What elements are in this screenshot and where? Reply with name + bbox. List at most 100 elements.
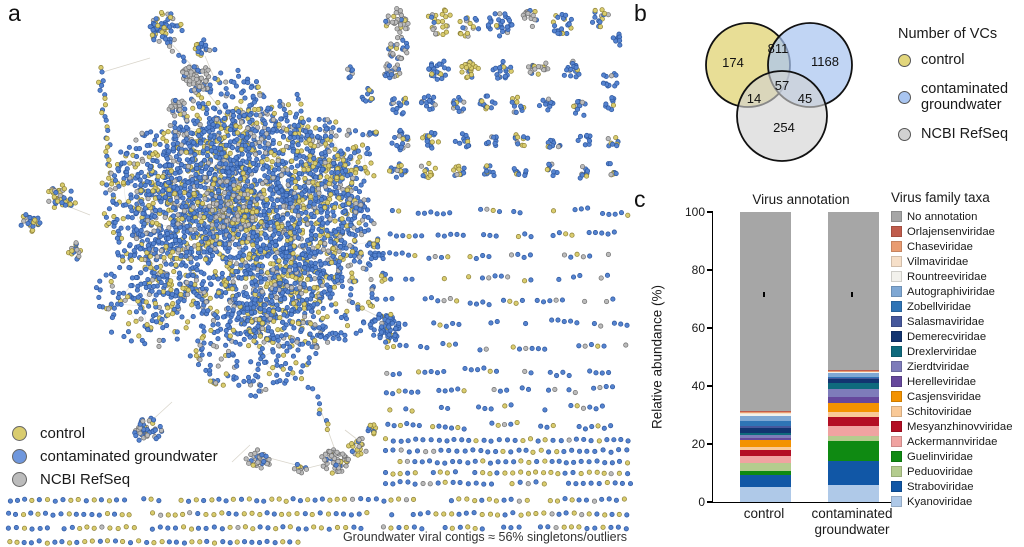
- bar-segment-mesyanzhinovviridae: [828, 416, 879, 427]
- color-swatch-icon: [891, 496, 902, 507]
- legend-item-control: control: [898, 52, 1024, 69]
- legend-item-no-annotation: No annotation: [891, 210, 1024, 223]
- y-tick: [706, 327, 713, 329]
- color-swatch-icon: [891, 376, 902, 387]
- x-tick: [851, 292, 853, 297]
- venn-count-groundwater-refseq: 45: [798, 91, 812, 106]
- legend-label: Casjensviridae: [907, 390, 982, 403]
- legend-item-chaseviridae: Chaseviridae: [891, 241, 1024, 253]
- color-swatch-icon: [891, 226, 902, 237]
- legend-item-refseq: NCBI RefSeq: [898, 126, 1024, 143]
- legend-label: Rountreeviridae: [907, 270, 987, 283]
- legend-label: Zobellviridae: [907, 300, 972, 313]
- refseq-set-icon: [898, 127, 911, 141]
- chart-title: Virus annotation: [752, 192, 850, 207]
- bar-plot-area: 0 20 40 60 80 100: [685, 205, 891, 509]
- legend-item-kyanoviridae: Kyanoviridae: [891, 495, 1024, 508]
- bar-segment-rountreeviridae: [740, 414, 791, 417]
- legend-item-demerecviridae: Demerecviridae: [891, 330, 1024, 343]
- legend-label: contaminated groundwater: [921, 80, 1009, 114]
- bar-segment-rountreeviridae: [828, 372, 879, 374]
- color-swatch-icon: [891, 421, 902, 432]
- panel-b-label: b: [634, 0, 647, 26]
- y-tick-label: 40: [691, 379, 705, 393]
- bar-segment-vilmaviridae: [740, 413, 791, 414]
- bar-segment-peduoviridae: [828, 435, 879, 442]
- bar-segment-zierdtviridae: [828, 389, 879, 398]
- bar-segment-demerecviridae: [828, 378, 879, 383]
- bar-segment-schitoviridae: [828, 411, 879, 417]
- legend-label: No annotation: [907, 210, 978, 223]
- color-swatch-icon: [891, 466, 902, 477]
- y-tick: [706, 443, 713, 445]
- bar-segment-straboviridae: [740, 475, 791, 487]
- bar-segment-casjensviridae: [740, 439, 791, 447]
- bar-segment-orlajensenviridae: [828, 370, 879, 371]
- bar-segment-orlajensenviridae: [740, 410, 791, 412]
- panel-a-label: a: [8, 0, 21, 26]
- stacked-bar-control: [740, 212, 791, 502]
- venn-circle-refseq: [736, 70, 828, 162]
- color-swatch-icon: [891, 301, 902, 312]
- x-category-control: control: [743, 506, 785, 521]
- bar-segment-casjensviridae: [828, 403, 879, 412]
- y-tick-label: 100: [684, 205, 705, 219]
- legend-item-vilmaviridae: Vilmaviridae: [891, 256, 1024, 268]
- venn-legend: Number of VCs control contaminated groun…: [898, 26, 1024, 155]
- bar-segment-no-annotation: [828, 212, 879, 371]
- bar-segment-salasmaviridae: [828, 377, 879, 379]
- bar-segment-straboviridae: [828, 460, 879, 486]
- bar-segment-herelleviridae: [828, 397, 879, 404]
- legend-label: Demerecviridae: [907, 330, 987, 343]
- legend-label: NCBI RefSeq: [921, 126, 1009, 143]
- y-tick: [706, 211, 713, 213]
- bar-segment-zierdtviridae: [740, 434, 791, 439]
- bar-segment-chaseviridae: [828, 370, 879, 372]
- venn-count-control-refseq: 14: [747, 91, 761, 106]
- groundwater-set-icon: [898, 90, 911, 104]
- legend-label: Zierdtviridae: [907, 360, 970, 373]
- color-swatch-icon: [891, 406, 902, 417]
- legend-item-refseq: NCBI RefSeq: [12, 468, 218, 491]
- bar-segment-guelinviridae: [828, 441, 879, 461]
- bar-segment-ackermannviridae: [740, 456, 791, 463]
- y-axis-label: Relative abundance (%): [649, 284, 665, 430]
- bar-segment-mesyanzhinovviridae: [740, 450, 791, 457]
- legend-item-control: control: [12, 422, 218, 445]
- color-swatch-icon: [891, 331, 902, 342]
- legend-label: Ackermannviridae: [907, 435, 998, 448]
- control-set-icon: [898, 53, 911, 67]
- color-swatch-icon: [891, 436, 902, 447]
- legend-label: control: [40, 425, 86, 442]
- legend-item-salasmaviridae: Salasmaviridae: [891, 316, 1024, 328]
- legend-label: Kyanoviridae: [907, 495, 973, 508]
- legend-label: contaminated groundwater: [40, 448, 218, 465]
- legend-item-herelleviridae: Herelleviridae: [891, 375, 1024, 388]
- virus-family-legend-title: Virus family taxa: [891, 190, 990, 205]
- bar-segment-herelleviridae: [740, 438, 791, 440]
- legend-label: control: [921, 52, 965, 68]
- legend-label: Drexlerviridae: [907, 345, 977, 358]
- legend-item-autographiviridae: Autographiviridae: [891, 286, 1024, 298]
- bar-segment-zobellviridae: [828, 377, 879, 378]
- color-swatch-icon: [891, 211, 902, 222]
- bar-segment-chaseviridae: [740, 411, 791, 414]
- bar-segment-drexlerviridae: [828, 382, 879, 390]
- network-graph: [0, 0, 640, 547]
- venn-count-refseq-only: 254: [773, 120, 795, 135]
- legend-item-groundwater: contaminated groundwater: [898, 81, 1024, 114]
- x-tick: [763, 292, 765, 297]
- bar-segment-guelinviridae: [740, 470, 791, 476]
- bar-segment-autographiviridae: [828, 373, 879, 378]
- bar-segment-autographiviridae: [740, 416, 791, 421]
- color-swatch-icon: [891, 391, 902, 402]
- venn-diagram: 174 811 1168 57 14 45 254: [705, 22, 853, 162]
- legend-label: Herelleviridae: [907, 375, 977, 388]
- color-swatch-icon: [891, 286, 902, 297]
- y-tick: [706, 385, 713, 387]
- y-tick-label: 80: [691, 263, 705, 277]
- y-tick-label: 20: [691, 437, 705, 451]
- panel-c-label: c: [634, 186, 646, 212]
- legend-item-schitoviridae: Schitoviridae: [891, 406, 1024, 418]
- venn-count-control-groundwater: 811: [768, 41, 789, 56]
